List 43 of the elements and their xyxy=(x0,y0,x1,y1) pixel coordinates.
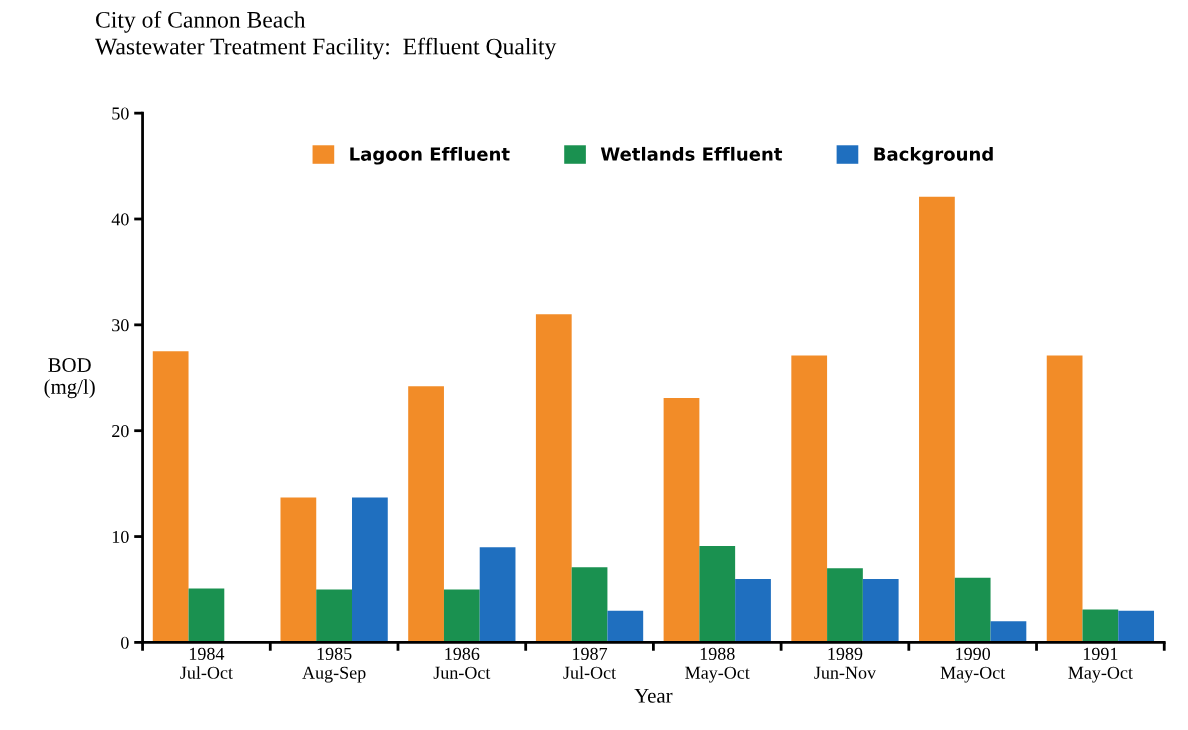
x-tick-label: 1986 Jun-Oct xyxy=(433,647,491,679)
y-axis-title: BOD (mg/l) xyxy=(44,358,95,399)
bar xyxy=(479,547,516,643)
bar xyxy=(352,497,388,643)
x-tick-label: 1989 Jun-Nov xyxy=(814,647,877,679)
bar xyxy=(1118,610,1155,643)
bar xyxy=(663,397,700,643)
bar xyxy=(280,497,317,643)
y-tick-label: 30 xyxy=(112,319,129,332)
y-tick-label: 10 xyxy=(112,530,129,543)
x-tick-label: 1990 May-Oct xyxy=(940,647,1006,683)
bar xyxy=(862,578,899,643)
x-axis-title: Year xyxy=(634,688,673,703)
bar xyxy=(1046,355,1083,643)
y-tick-label: 20 xyxy=(112,424,129,438)
bar xyxy=(919,196,955,643)
bar xyxy=(990,621,1027,643)
bar xyxy=(954,577,991,643)
legend-label: Wetlands Effluent xyxy=(600,146,783,161)
bar xyxy=(443,589,480,643)
bar xyxy=(408,386,444,643)
bar xyxy=(791,355,828,643)
bar xyxy=(827,568,863,643)
bar xyxy=(699,546,736,643)
bar xyxy=(735,578,771,643)
legend-label: Background xyxy=(874,146,993,165)
bar xyxy=(535,314,572,643)
bar xyxy=(1082,609,1119,643)
bar xyxy=(152,351,189,643)
x-tick-label: 1991 May-Oct xyxy=(1068,647,1133,683)
bar xyxy=(607,610,644,643)
y-tick-label: 0 xyxy=(121,636,129,649)
chart-title: City of Cannon Beach Wastewater Treatment Facility: Effluent Quality xyxy=(95,10,557,60)
x-tick-label: 1988 May-Oct xyxy=(685,647,750,683)
bar xyxy=(571,567,608,643)
bar xyxy=(316,589,352,643)
bar xyxy=(188,588,225,643)
y-tick-label: 40 xyxy=(111,213,129,226)
legend-label: Lagoon Effluent xyxy=(350,146,510,165)
x-tick-label: 1985 Aug-Sep xyxy=(302,647,366,683)
y-tick-label: 50 xyxy=(112,107,129,120)
x-tick-label: 1984 Jul-Oct xyxy=(180,647,233,679)
x-tick-label: 1987 Jul-Oct xyxy=(563,647,617,679)
